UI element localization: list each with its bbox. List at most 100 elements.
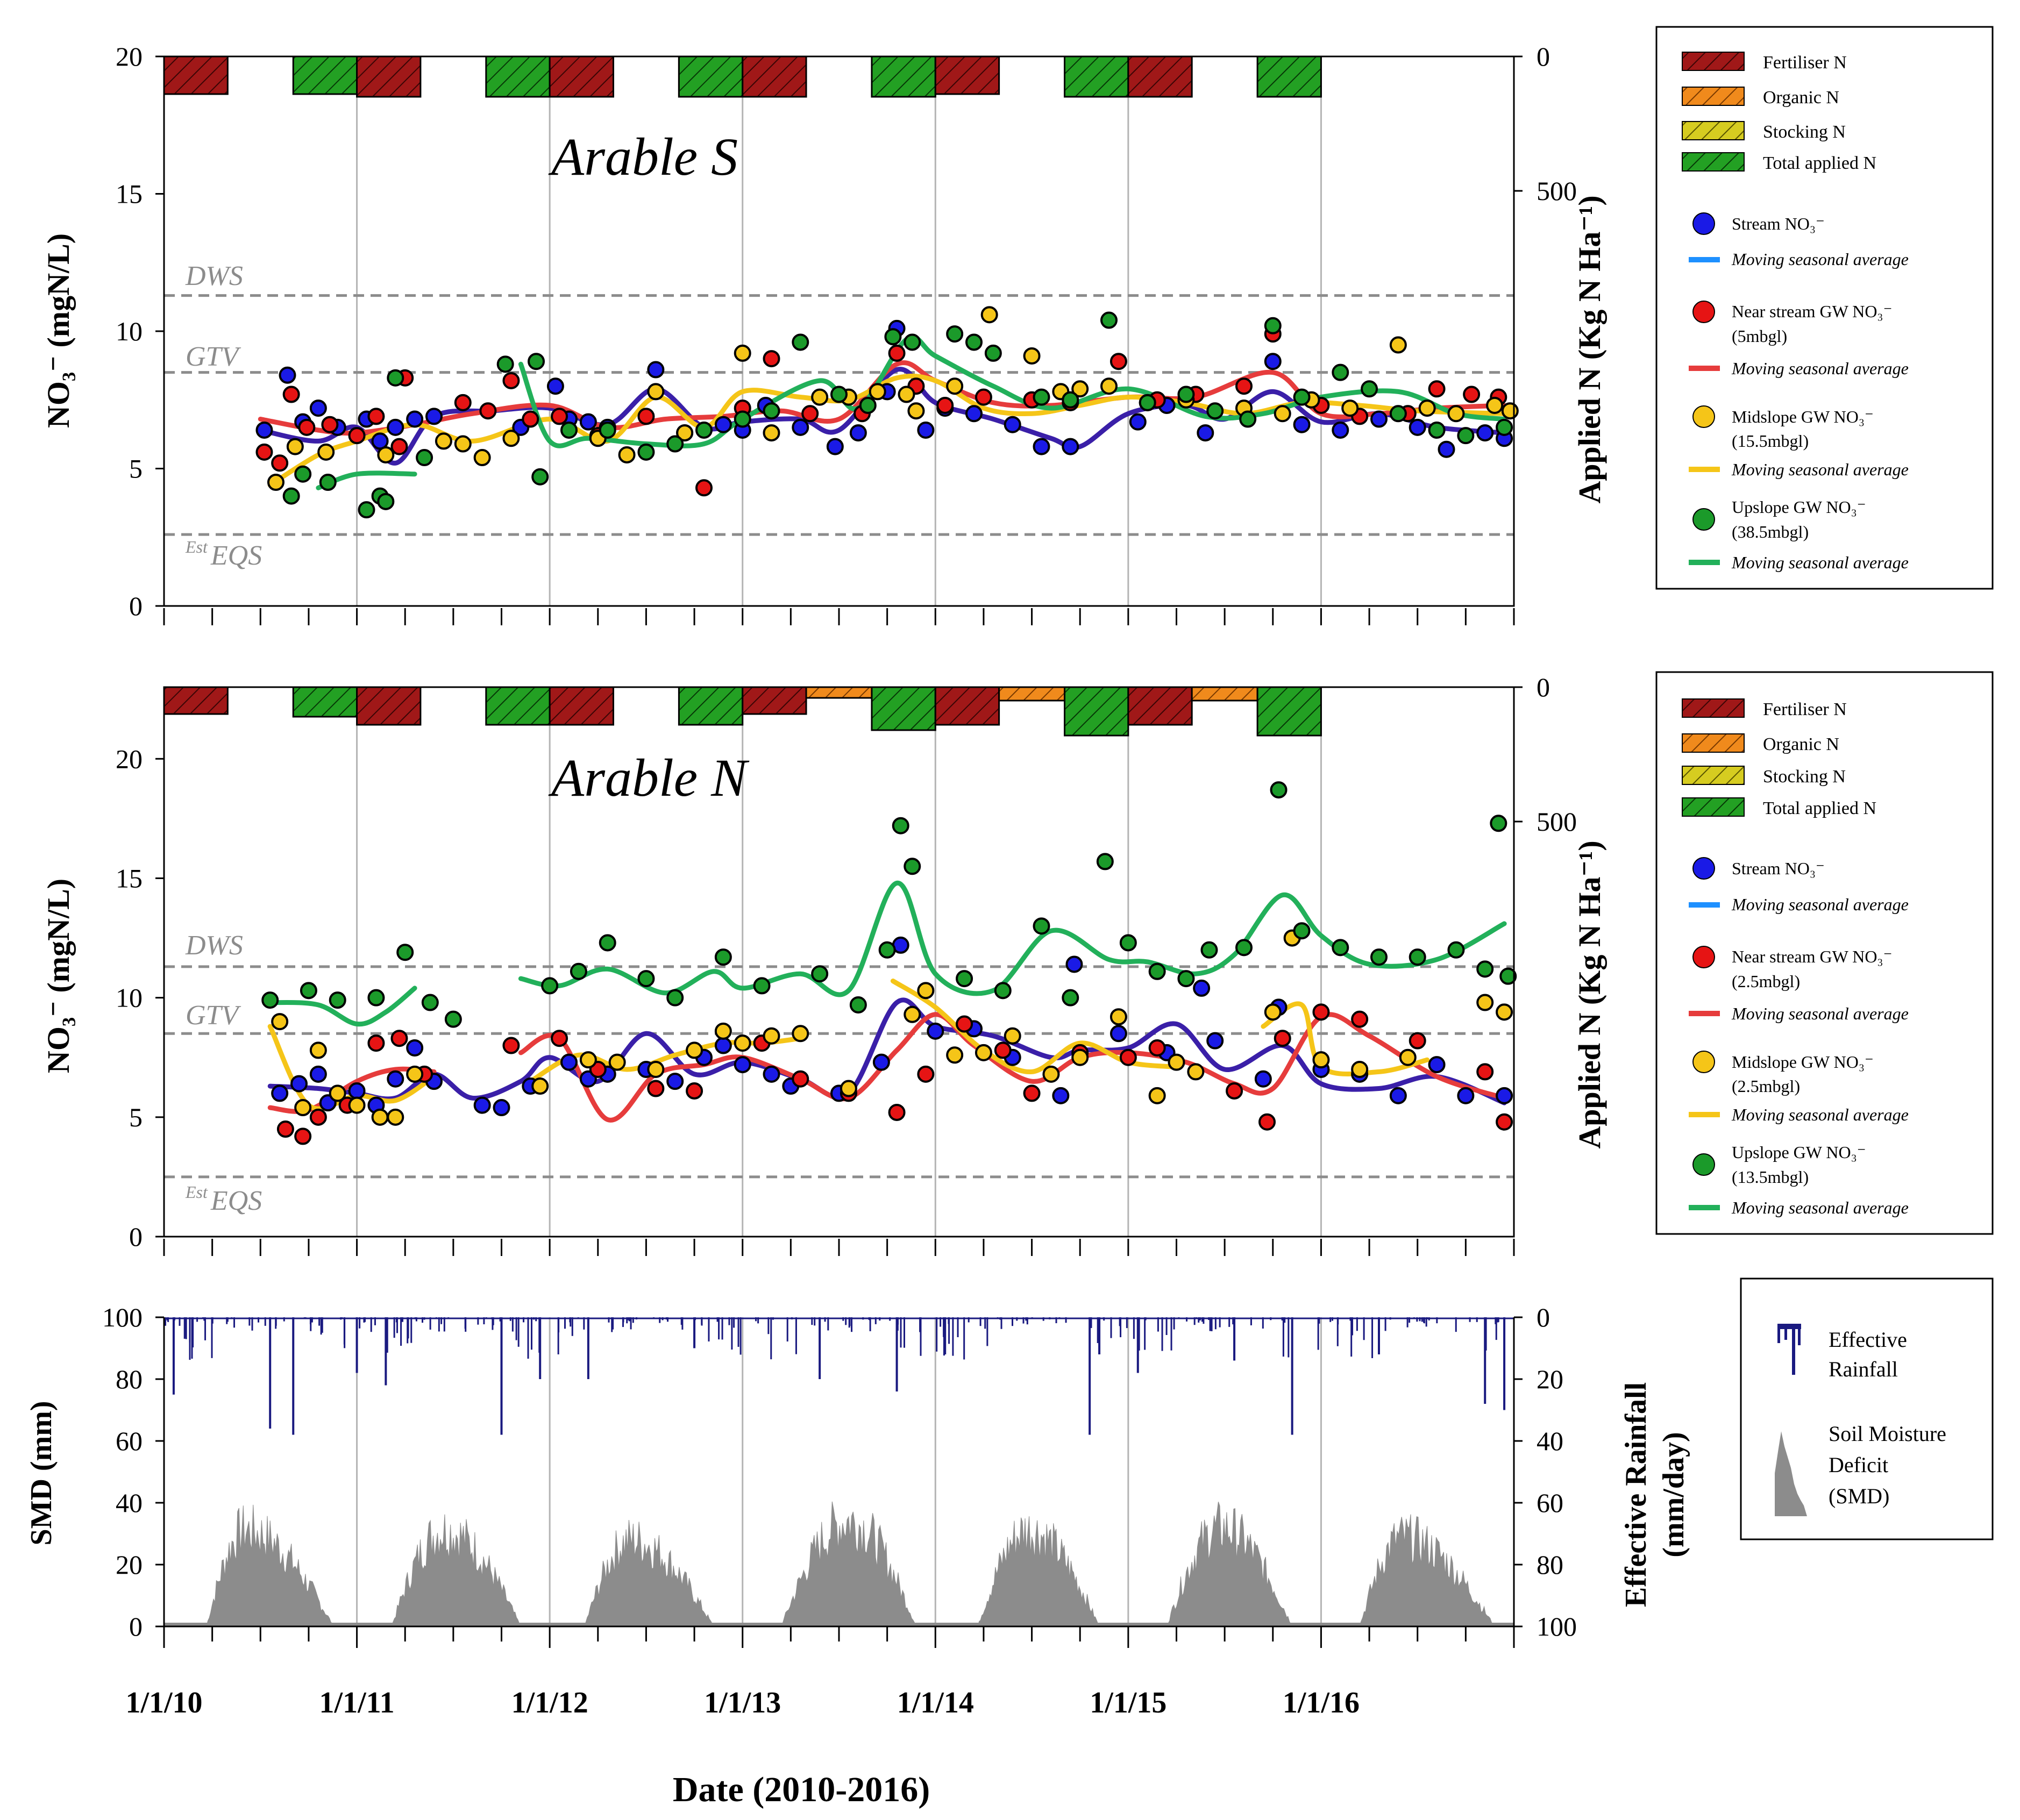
point-stream [279,366,296,384]
point-mid [502,430,520,447]
legend-smd-line2: Deficit [1829,1453,1888,1477]
point-mid [329,1084,346,1102]
legend-stream-avg: Moving seasonal average [1731,249,1909,269]
applied-n-bar-total [1064,55,1129,98]
legend-stream-avg: Moving seasonal average [1731,895,1909,914]
point-near [309,1108,327,1126]
point-mid [647,1060,665,1078]
up-marker [1692,508,1715,531]
point-near [522,410,539,428]
point-stream [560,1053,578,1071]
point-mid [904,1005,921,1023]
point-near [551,1030,568,1047]
legend-up: Upslope GW NO₃⁻ [1732,1143,1866,1162]
y2-axis-label-line1: Effective Rainfall [1619,1382,1653,1607]
y-tick-label: 0 [129,591,143,621]
point-stream [1370,410,1388,428]
point-mid [869,383,886,401]
point-stream [1293,416,1311,433]
dws-label: DWS [185,261,243,291]
point-near [792,1070,809,1088]
x-axis-ticks: 1/1/10 1/1/11 1/1/12 1/1/13 1/1/14 1/1/15 1/1/… [125,1626,1515,1719]
point-stream [1033,438,1050,455]
data-points [261,781,1517,1145]
rainfall-swatch-bar [1792,1324,1795,1375]
point-up [570,962,587,980]
point-up [1235,939,1253,957]
point-up [329,991,346,1009]
y-tick-label: 80 [116,1364,143,1394]
organic-swatch [1682,87,1745,106]
point-up [1270,781,1288,799]
applied-n-bar-fertiliser [742,55,807,98]
smd-season-2011 [391,1514,522,1627]
eqs-label: Est EQS [185,1182,262,1216]
moving-average-stream [267,997,1507,1105]
y2-tick-label: 0 [1537,1302,1550,1332]
point-mid [898,386,915,403]
point-mid [676,424,694,442]
y2-axis-ticks: 0 500 [1514,41,1577,206]
applied-n-bar-total [485,55,551,98]
point-up [367,989,385,1007]
smd-season-2010 [206,1504,335,1627]
point-stream [1206,1032,1224,1050]
point-near [888,1103,906,1121]
point-mid [1168,1053,1185,1071]
y2-tick-label: 100 [1537,1611,1577,1641]
point-up [904,858,921,875]
y2-tick-label: 0 [1537,41,1550,72]
point-near [282,386,300,403]
point-near [1235,377,1253,395]
smd-season-2012 [584,1519,714,1627]
applied-n-bar-fertiliser [549,686,614,726]
point-up [1457,427,1475,445]
point-up [294,465,312,483]
legend-near: Near stream GW NO₃⁻ [1732,947,1892,966]
point-stream [927,1022,944,1040]
applied-n-bar-total [1256,55,1322,98]
legend-rainfall-line1: Effective [1829,1327,1907,1352]
rainfall-bars [164,1317,1514,1435]
point-near [1409,1032,1426,1050]
rainfall-swatch-bar [1777,1324,1780,1343]
point-up [1239,410,1257,428]
applied-n-bar-total [678,55,744,98]
applied-n-bar-fertiliser [742,686,807,715]
legend-up-depth: (38.5mbgl) [1732,522,1809,541]
point-mid [579,1051,597,1069]
point-mid [1312,1051,1330,1069]
moving-average-up [518,880,1507,997]
y-tick-label: 40 [116,1488,143,1518]
legend-near: Near stream GW NO₃⁻ [1732,302,1892,321]
point-mid [1476,994,1494,1011]
point-mid [1447,405,1465,423]
y-tick-label: 5 [129,454,143,484]
smd-season-2013 [780,1501,917,1627]
gtv-label: GTV [186,341,241,372]
y-tick-label: 15 [116,863,143,893]
point-up [416,449,433,467]
point-near [801,405,819,423]
point-up [1264,317,1282,334]
point-mid [377,446,395,463]
panel-arable-s: 0 5 10 15 20 0 500 Arable S DWS GTV Est EQS NO… [41,41,1607,625]
point-stream [714,416,732,433]
point-up [444,1010,462,1028]
point-near [1258,1113,1276,1131]
point-up [358,501,375,519]
point-near [695,479,713,497]
point-mid [1100,377,1118,395]
point-stream [763,1065,780,1083]
applied-n-bar-fertiliser [163,55,229,95]
point-mid [317,443,335,461]
point-mid [608,1053,626,1071]
point-stream [1457,1087,1475,1104]
point-near [1109,353,1127,370]
point-mid [1418,399,1436,417]
point-mid [473,449,491,467]
point-mid [917,982,935,1000]
x-tick-label: 1/1/14 [897,1686,974,1719]
organic-swatch [1682,733,1745,753]
